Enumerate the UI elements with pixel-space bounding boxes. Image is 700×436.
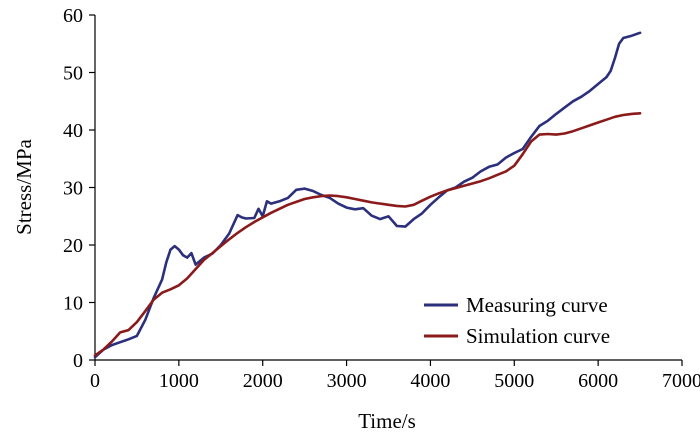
y-axis-title: Stress/MPa (12, 138, 36, 234)
y-tick-label: 20 (63, 235, 83, 257)
x-tick-label: 7000 (662, 370, 700, 392)
legend: Measuring curve Simulation curve (424, 293, 610, 348)
x-tick-label: 5000 (494, 370, 534, 392)
y-tick-label: 0 (73, 350, 83, 372)
y-tick-label: 10 (63, 293, 83, 315)
legend-label-measuring: Measuring curve (466, 293, 608, 317)
x-axis-title: Time/s (358, 409, 416, 433)
x-tick-label: 1000 (159, 370, 199, 392)
x-tick-label: 2000 (243, 370, 283, 392)
x-tick-label: 6000 (578, 370, 618, 392)
series-line-measuring-curve (93, 31, 642, 359)
x-tick-label: 3000 (327, 370, 367, 392)
series-line-simulation-curve (93, 112, 642, 357)
y-tick-label: 30 (63, 178, 83, 200)
x-tick-label: 0 (90, 370, 100, 392)
legend-label-simulation: Simulation curve (466, 324, 610, 348)
series-layer (93, 31, 642, 359)
y-tick-label: 60 (63, 5, 83, 27)
x-axis-ticks: 0 1000 2000 3000 4000 5000 6000 7000 (90, 360, 700, 392)
y-tick-label: 40 (63, 120, 83, 142)
y-axis-ticks: 0 10 20 30 40 50 60 (63, 5, 95, 372)
y-tick-label: 50 (63, 63, 83, 85)
x-tick-label: 4000 (410, 370, 450, 392)
